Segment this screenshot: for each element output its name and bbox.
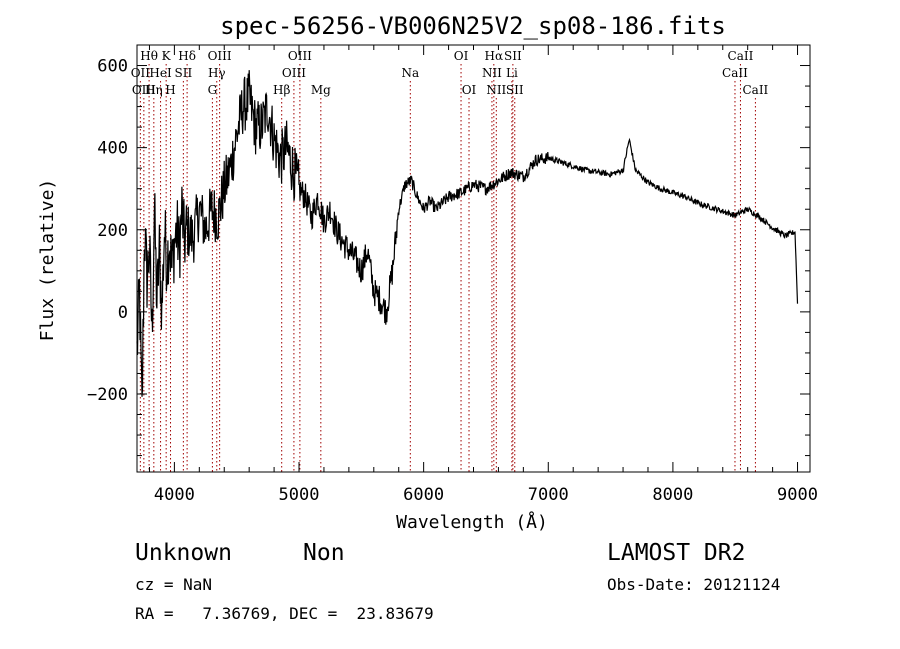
y-tick-label: −200	[87, 385, 128, 405]
spectral-line-label: OIII	[288, 49, 312, 63]
y-tick-label: 600	[97, 57, 128, 77]
x-axis-label: Wavelength (Å)	[396, 511, 548, 533]
x-tick-label: 7000	[528, 485, 569, 505]
spectral-line-label: H	[165, 83, 175, 97]
spectral-line-label: Na	[401, 66, 419, 80]
sky-coordinates: RA = 7.36769, DEC = 23.83679	[135, 604, 434, 623]
y-tick-label: 0	[118, 303, 128, 323]
survey-name: LAMOST DR2	[607, 540, 746, 566]
x-axis-ticks: 4000 5000 6000 7000 8000 9000	[148, 45, 818, 505]
spectrum-series-line	[136, 70, 799, 397]
spectral-line-label: NII	[486, 83, 506, 97]
spectral-line-label: NII	[482, 66, 502, 80]
y-axis-ticks: −200 0 200 400 600	[87, 44, 810, 457]
spectral-line-label: Hα	[485, 49, 504, 63]
y-tick-label: 200	[97, 221, 128, 241]
spectral-line-markers	[139, 64, 756, 472]
spectral-line-label: Hη	[145, 83, 163, 97]
x-tick-label: 9000	[777, 485, 818, 505]
y-tick-label: 400	[97, 139, 128, 159]
plot-frame	[136, 44, 811, 473]
spectral-line-label: OI	[454, 49, 469, 63]
spectral-line-label: OIII	[282, 66, 306, 80]
spectral-line-label: SII	[175, 66, 193, 80]
spectral-line-label: CaII	[728, 49, 754, 63]
spectral-line-label: Hγ	[208, 66, 226, 80]
x-tick-label: 4000	[154, 485, 195, 505]
spectral-line-label: G	[208, 83, 218, 97]
spectral-line-label: SII	[506, 83, 524, 97]
chart-title: spec-56256-VB006N25V2_sp08-186.fits	[220, 12, 726, 40]
spectral-line-label: Hθ	[140, 49, 158, 63]
spectral-subclass: Non	[303, 540, 345, 566]
spectral-line-label: K	[162, 49, 172, 63]
spectral-line-label: Li	[506, 66, 518, 80]
spectral-line-label: Mg	[311, 83, 331, 97]
y-axis-label: Flux (relative)	[37, 179, 58, 342]
spectral-class: Unknown	[135, 540, 232, 566]
spectral-line-label: CaII	[742, 83, 768, 97]
spectral-line-label: SII	[504, 49, 522, 63]
spectral-line-label: OIII	[208, 49, 232, 63]
spectral-line-label: OII	[131, 66, 151, 80]
spectral-line-label: CaII	[722, 66, 748, 80]
spectral-line-label: Hδ	[178, 49, 196, 63]
observation-date: Obs-Date: 20121124	[607, 575, 781, 594]
redshift-cz: cz = NaN	[135, 575, 213, 594]
spectral-line-label: HeI	[149, 66, 172, 80]
spectral-line-label: Hβ	[273, 83, 290, 97]
x-tick-label: 6000	[403, 485, 444, 505]
x-tick-label: 8000	[652, 485, 693, 505]
x-tick-label: 5000	[279, 485, 320, 505]
spectral-line-label: OI	[462, 83, 477, 97]
